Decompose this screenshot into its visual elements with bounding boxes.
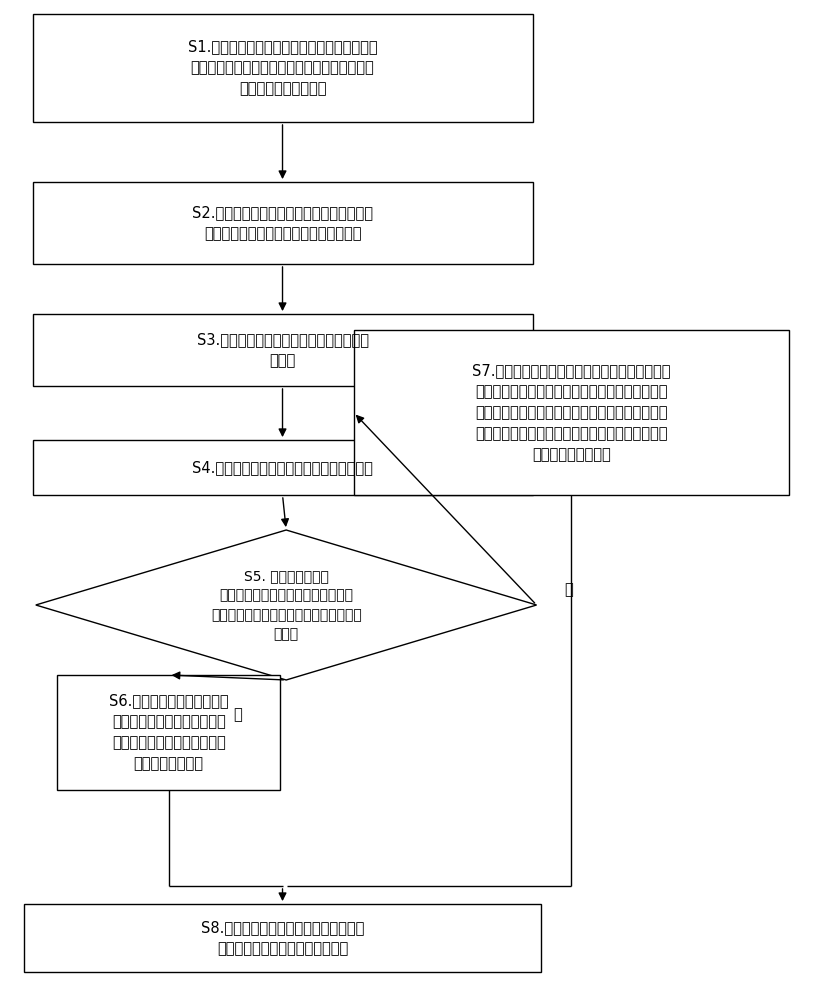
Text: S5. 装置的主控芯片
查找数据表，判断数据表中与所述当
前振幅值最接近的数值是否位于数据表的
边界行: S5. 装置的主控芯片 查找数据表，判断数据表中与所述当 前振幅值最接近的数值是… bbox=[211, 569, 362, 641]
Bar bbox=[57, 675, 280, 790]
Bar bbox=[24, 904, 541, 972]
Text: 是: 是 bbox=[233, 708, 241, 722]
Bar bbox=[33, 314, 533, 386]
Polygon shape bbox=[36, 530, 537, 680]
Bar bbox=[33, 182, 533, 264]
Text: S1.装置的主控芯片将非接触芯片上的第一寄存
器的值写为第一预设值，所述非接触芯片根据第
一寄存器的值输出振幅: S1.装置的主控芯片将非接触芯片上的第一寄存 器的值写为第一预设值，所述非接触芯… bbox=[188, 39, 377, 97]
Text: S6.装置的主控芯片获取该最
接近的数值在数据表中的同行
数值，并将其写入到非接触芯
片上的第二寄存器: S6.装置的主控芯片获取该最 接近的数值在数据表中的同行 数值，并将其写入到非接… bbox=[109, 694, 228, 772]
Bar bbox=[354, 330, 789, 495]
Bar bbox=[33, 14, 533, 122]
Text: S7.装置的主控芯片从数据表中获取与所述当前振
幅值最接近的两个数值，以及获取这两个数值各自
的同行数值，根据预设公式对获取到的四个数值和
当前振幅值进行计算，: S7.装置的主控芯片从数据表中获取与所述当前振 幅值最接近的两个数值，以及获取这… bbox=[472, 363, 671, 462]
Text: S3.装置的主控芯片从非接触芯片获取当前
振幅值: S3.装置的主控芯片从非接触芯片获取当前 振幅值 bbox=[197, 332, 368, 368]
Text: S8.装置的非接触芯片根据第二寄存器的
值输出振幅，并以该振幅发送数据: S8.装置的非接触芯片根据第二寄存器的 值输出振幅，并以该振幅发送数据 bbox=[201, 920, 364, 956]
Text: S4.装置的主控芯片从第一存储区获取数据表: S4.装置的主控芯片从第一存储区获取数据表 bbox=[192, 460, 373, 475]
Bar bbox=[33, 440, 533, 495]
Text: 否: 否 bbox=[565, 582, 573, 597]
Text: S2.装置的主控芯片向非接触芯片发送测量振
幅命令，所述非接触芯片测量当前振幅值: S2.装置的主控芯片向非接触芯片发送测量振 幅命令，所述非接触芯片测量当前振幅值 bbox=[192, 205, 373, 241]
